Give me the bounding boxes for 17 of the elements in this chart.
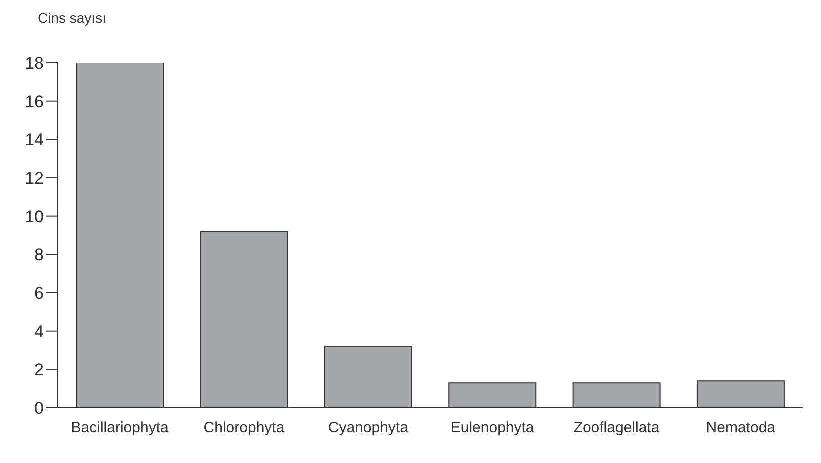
y-tick-label: 14 (25, 130, 44, 150)
y-tick-label: 12 (25, 169, 44, 188)
x-tick-label: Eulenophyta (450, 420, 535, 437)
x-tick-label: Nematoda (706, 420, 776, 437)
y-tick-label: 0 (34, 399, 44, 418)
y-tick-label: 16 (25, 92, 44, 112)
y-tick-label: 18 (25, 54, 44, 74)
y-tick-label: 4 (34, 322, 44, 342)
y-tick-label: 2 (34, 360, 44, 380)
x-tick-label: Bacillariophyta (71, 420, 170, 437)
y-tick-label: 8 (34, 246, 44, 265)
x-tick-label: Zooflagellata (574, 420, 660, 437)
y-tick-label: 6 (34, 284, 44, 304)
y-tick-label: 10 (25, 207, 44, 226)
y-axis-title: Cins sayısı (38, 10, 106, 26)
x-tick-label: Cyanophyta (328, 420, 410, 437)
x-tick-label: Chlorophyta (204, 420, 286, 437)
